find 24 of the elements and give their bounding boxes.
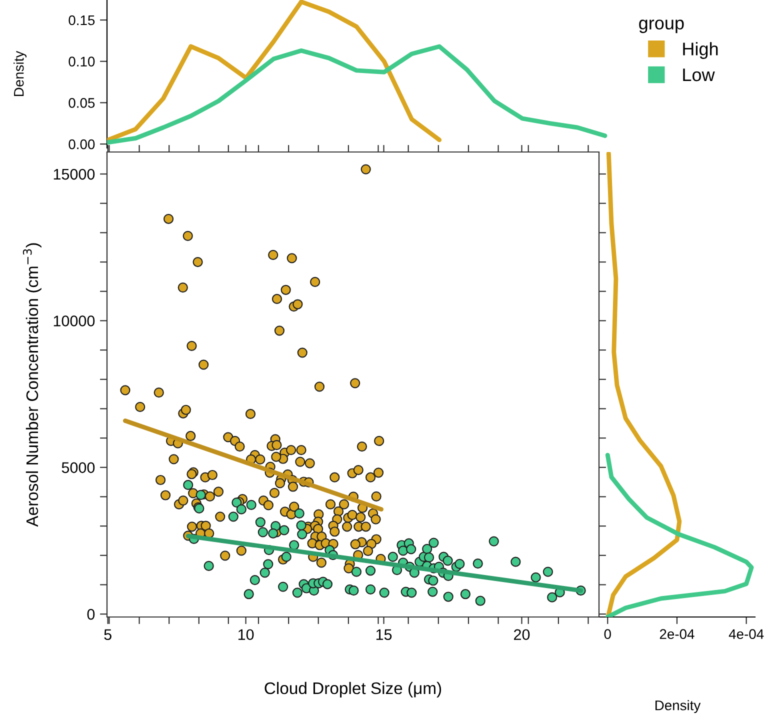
x-axis-title: Cloud Droplet Size (μm) xyxy=(264,682,442,698)
x-tick-label: 5 xyxy=(104,629,112,640)
y-tick-label: 0.10 xyxy=(68,56,95,67)
y-tick-label: 0.00 xyxy=(68,139,95,150)
y-axis-title: Aerosol Number Concentration (cm$^{−3}$) xyxy=(22,243,42,527)
legend-label: High xyxy=(683,42,718,59)
line-series xyxy=(107,44,608,145)
legend-label: Low xyxy=(683,68,715,82)
y-tick-label: 0.15 xyxy=(68,15,95,26)
line-series xyxy=(107,0,442,142)
x-tick-label: 2e-04 xyxy=(660,629,694,640)
y-axis-title: Density xyxy=(14,50,26,96)
y-tick-label: 15000 xyxy=(54,168,95,180)
x-tick-label: 15 xyxy=(376,629,392,640)
y-tick-label: 10000 xyxy=(54,316,95,326)
y-tick-label: 0 xyxy=(87,608,95,620)
x-tick-label: 4e-04 xyxy=(728,629,764,640)
y-tick-label: 0.05 xyxy=(68,98,95,108)
legend-title: group xyxy=(639,20,684,34)
x-tick-label: 10 xyxy=(238,629,254,640)
y-tick-label: 5000 xyxy=(62,462,95,474)
x-tick-label: 20 xyxy=(514,629,530,640)
x-tick-label: 0 xyxy=(604,629,611,640)
x-axis-title: Density xyxy=(655,700,701,714)
